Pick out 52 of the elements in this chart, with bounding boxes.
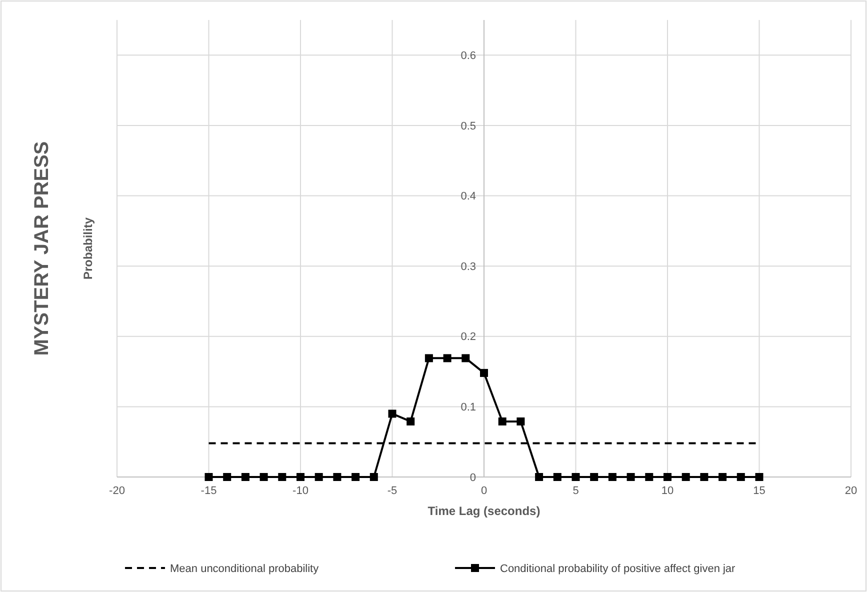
x-tick-label: -10	[292, 485, 308, 497]
point	[608, 473, 616, 481]
x-tick-label: 15	[753, 485, 766, 497]
y-tick-label: 0.3	[460, 260, 476, 273]
x-tick-label: 5	[572, 485, 579, 497]
y-tick-label: 0.6	[460, 50, 476, 62]
y-tick-label: 0.2	[460, 331, 476, 344]
x-tick-label: 20	[844, 485, 858, 497]
point	[590, 473, 598, 481]
y-tick-label: 0	[470, 472, 476, 484]
legend-label: Mean unconditional probability	[170, 562, 320, 575]
text: MYSTERY JAR PRESS	[31, 141, 53, 356]
point	[314, 473, 323, 481]
point	[223, 473, 232, 481]
point	[443, 354, 452, 362]
point	[204, 473, 213, 481]
point	[553, 473, 562, 481]
point	[498, 417, 506, 426]
y-axis-title: Probability	[81, 217, 95, 280]
point	[406, 417, 415, 426]
x-tick-label: -5	[387, 485, 398, 497]
point	[516, 417, 525, 426]
point	[278, 473, 286, 481]
point	[462, 354, 470, 362]
point	[480, 368, 488, 377]
x-axis-title: Time Lag (seconds)	[428, 504, 540, 518]
point	[718, 473, 727, 481]
point	[241, 473, 250, 481]
point	[333, 473, 342, 481]
y-tick-label: 0.4	[460, 190, 476, 203]
point	[645, 473, 654, 481]
y-tick-label: 0.5	[460, 120, 476, 132]
x-tick-label: 10	[661, 485, 674, 497]
y-tick-label: 0.1	[460, 402, 476, 414]
point	[535, 473, 544, 481]
point	[370, 473, 378, 481]
x-tick-label: 0	[480, 485, 488, 497]
point	[572, 473, 580, 481]
point	[424, 354, 433, 362]
point	[388, 410, 396, 418]
x-tick-label: -15	[200, 485, 217, 497]
point	[755, 473, 764, 481]
point	[296, 473, 304, 481]
point	[682, 473, 690, 481]
x-tick-label: -20	[109, 485, 125, 497]
legend-label: Conditional probability of positive affect given jar	[500, 562, 736, 575]
point	[260, 473, 268, 481]
point	[626, 473, 635, 481]
point	[352, 473, 360, 481]
point	[664, 473, 672, 481]
point	[700, 473, 708, 481]
point	[736, 473, 745, 481]
